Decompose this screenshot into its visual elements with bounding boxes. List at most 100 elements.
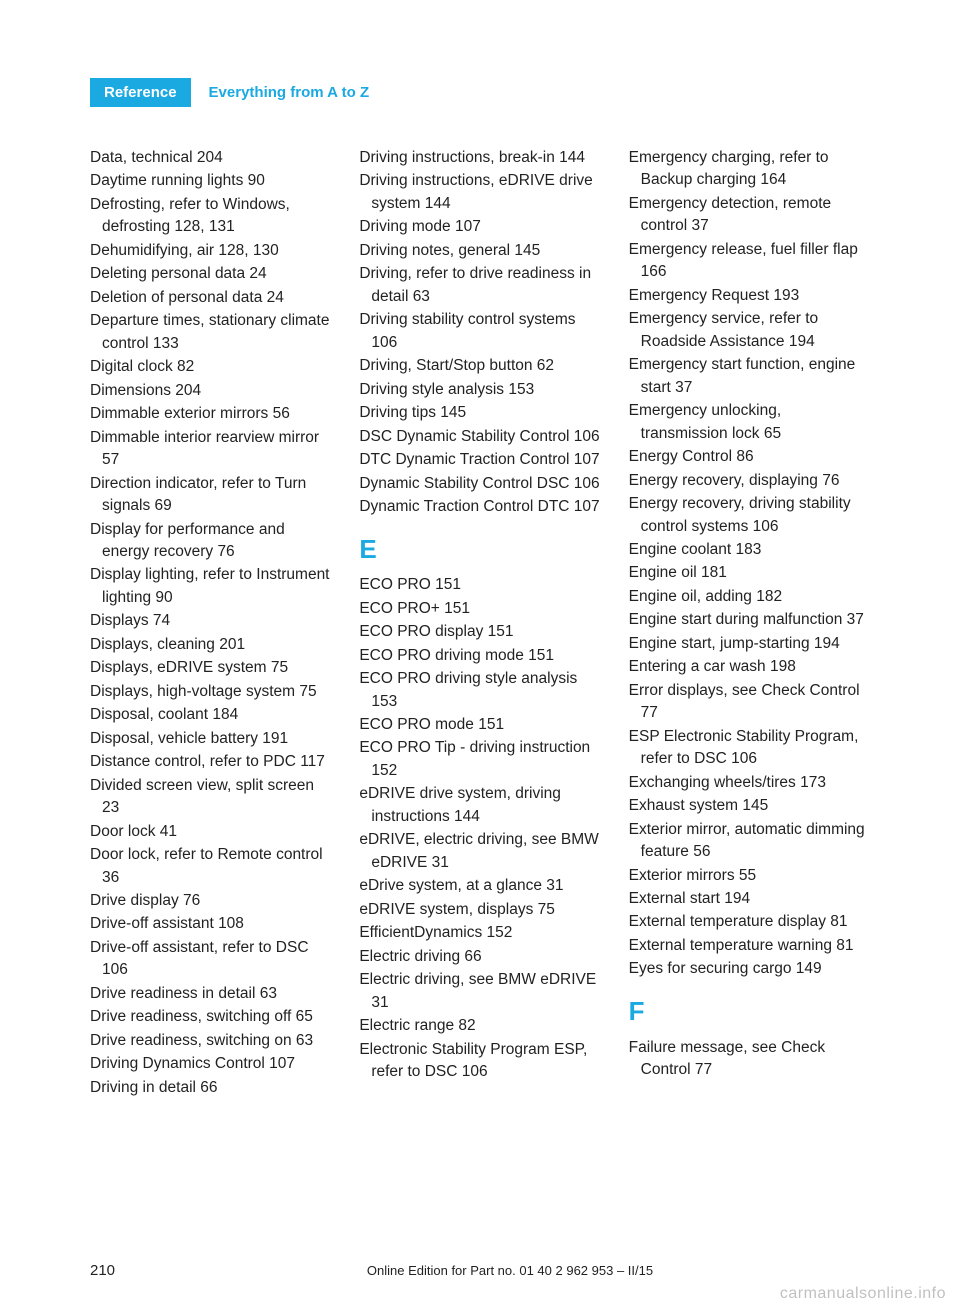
index-entry: Disposal, coolant 184 [90,704,331,726]
index-entry: Emergency start function, engine start 3… [629,354,870,399]
index-entry: External temperature display 81 [629,911,870,933]
page-container: Reference Everything from A to Z Data, t… [0,0,960,1315]
index-entry: Drive readiness in detail 63 [90,983,331,1005]
index-entry: Dynamic Stability Control DSC 106 [359,473,600,495]
index-entry: Driving instructions, break-in 144 [359,147,600,169]
watermark: carmanualsonline.info [780,1285,946,1303]
index-entry: Energy recovery, driving stability contr… [629,493,870,538]
index-entry: ECO PRO mode 151 [359,714,600,736]
index-entry: Driving tips 145 [359,402,600,424]
index-entry: Engine start during malfunction 37 [629,609,870,631]
index-entry: Engine oil 181 [629,562,870,584]
index-entry: Electric driving, see BMW eDRIVE 31 [359,969,600,1014]
edition-line: Online Edition for Part no. 01 40 2 962 … [150,1263,870,1278]
index-entry: Emergency detection, remote control 37 [629,193,870,238]
index-entry: Engine oil, adding 182 [629,586,870,608]
index-entry: DSC Dynamic Stability Control 106 [359,426,600,448]
index-entry: Drive-off assistant, refer to DSC 106 [90,937,331,982]
index-entry: Driving mode 107 [359,216,600,238]
index-entry: Driving instructions, eDRIVE drive syste… [359,170,600,215]
index-entry: Eyes for securing cargo 149 [629,958,870,980]
index-entry: eDRIVE system, displays 75 [359,899,600,921]
index-entry: Emergency Request 193 [629,285,870,307]
index-entry: ECO PRO display 151 [359,621,600,643]
index-entry: Electric range 82 [359,1015,600,1037]
index-entry: Energy Control 86 [629,446,870,468]
index-entry: Dimmable interior rearview mirror 57 [90,427,331,472]
index-entry: Energy recovery, displaying 76 [629,470,870,492]
index-entry: ECO PRO 151 [359,574,600,596]
index-entry: Displays, eDRIVE system 75 [90,657,331,679]
index-entry: Direction indicator, refer to Turn signa… [90,473,331,518]
index-entry: Emergency release, fuel filler flap 166 [629,239,870,284]
index-entry: Door lock 41 [90,821,331,843]
index-entry: Departure times, stationary climate cont… [90,310,331,355]
index-entry: Driving, refer to drive readiness in det… [359,263,600,308]
index-letter: E [359,531,600,569]
index-column-2: Driving instructions, break-in 144Drivin… [359,147,600,1100]
index-entry: ECO PRO Tip - driving instruction 152 [359,737,600,782]
index-entry: Door lock, refer to Remote control 36 [90,844,331,889]
index-entry: ECO PRO driving style analysis 153 [359,668,600,713]
index-entry: EfficientDynamics 152 [359,922,600,944]
index-entry: Emergency service, refer to Roadside Ass… [629,308,870,353]
index-entry: Exterior mirrors 55 [629,865,870,887]
index-entry: Driving, Start/Stop button 62 [359,355,600,377]
index-entry: Electronic Stability Program ESP, refer … [359,1039,600,1084]
index-entry: External temperature warning 81 [629,935,870,957]
index-entry: Drive display 76 [90,890,331,912]
index-entry: Divided screen view, split screen 23 [90,775,331,820]
index-entry: Drive readiness, switching off 65 [90,1006,331,1028]
index-entry: Daytime running lights 90 [90,170,331,192]
index-entry: ECO PRO+ 151 [359,598,600,620]
index-entry: Driving notes, general 145 [359,240,600,262]
index-entry: Dimmable exterior mirrors 56 [90,403,331,425]
index-column-1: Data, technical 204Daytime running light… [90,147,331,1100]
page-header: Reference Everything from A to Z [90,78,870,107]
index-entry: Deletion of personal data 24 [90,287,331,309]
index-entry: Displays, high-voltage system 75 [90,681,331,703]
index-entry: Driving Dynamics Control 107 [90,1053,331,1075]
chapter-label: Reference [90,78,191,107]
index-column-3: Emergency charging, refer to Backup char… [629,147,870,1100]
index-entry: Exterior mirror, automatic dimming featu… [629,819,870,864]
index-entry: Emergency unlocking, transmission lock 6… [629,400,870,445]
index-entry: Driving stability control systems 106 [359,309,600,354]
index-letter: F [629,993,870,1031]
index-entry: Entering a car wash 198 [629,656,870,678]
index-entry: Drive-off assistant 108 [90,913,331,935]
page-footer: 210 Online Edition for Part no. 01 40 2 … [90,1262,870,1279]
page-number: 210 [90,1262,150,1279]
index-entry: ESP Electronic Stability Program, refer … [629,726,870,771]
index-entry: eDRIVE, electric driving, see BMW eDRIVE… [359,829,600,874]
index-entry: Digital clock 82 [90,356,331,378]
index-columns: Data, technical 204Daytime running light… [90,147,870,1100]
index-entry: Dynamic Traction Control DTC 107 [359,496,600,518]
index-entry: Distance control, refer to PDC 117 [90,751,331,773]
index-entry: Electric driving 66 [359,946,600,968]
index-entry: Driving style analysis 153 [359,379,600,401]
index-entry: Exchanging wheels/tires 173 [629,772,870,794]
index-entry: Driving in detail 66 [90,1077,331,1099]
index-entry: Deleting personal data 24 [90,263,331,285]
index-entry: Displays, cleaning 201 [90,634,331,656]
index-entry: Display lighting, refer to Instrument li… [90,564,331,609]
index-entry: DTC Dynamic Traction Control 107 [359,449,600,471]
section-title: Everything from A to Z [209,84,370,101]
index-entry: Drive readiness, switching on 63 [90,1030,331,1052]
index-entry: Display for performance and energy recov… [90,519,331,564]
index-entry: External start 194 [629,888,870,910]
index-entry: Exhaust system 145 [629,795,870,817]
index-entry: Error displays, see Check Control 77 [629,680,870,725]
index-entry: Emergency charging, refer to Backup char… [629,147,870,192]
index-entry: Data, technical 204 [90,147,331,169]
index-entry: Dimensions 204 [90,380,331,402]
index-entry: Disposal, vehicle battery 191 [90,728,331,750]
index-entry: Defrosting, refer to Windows, defrosting… [90,194,331,239]
index-entry: eDRIVE drive system, driving instruction… [359,783,600,828]
index-entry: Engine coolant 183 [629,539,870,561]
index-entry: Dehumidifying, air 128, 130 [90,240,331,262]
index-entry: Engine start, jump-starting 194 [629,633,870,655]
index-entry: eDrive system, at a glance 31 [359,875,600,897]
index-entry: ECO PRO driving mode 151 [359,645,600,667]
